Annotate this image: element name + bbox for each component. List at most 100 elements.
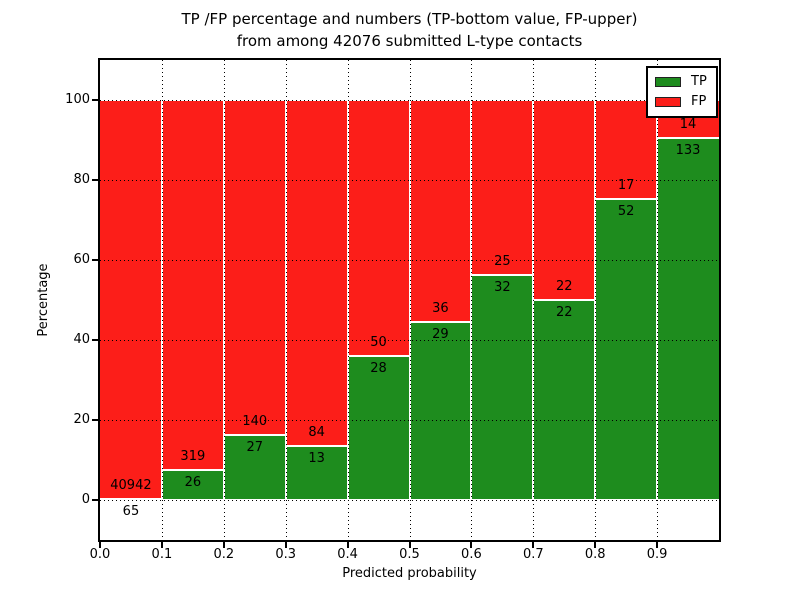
bar-fp-segment xyxy=(471,100,534,276)
bar-segment-divider xyxy=(285,445,348,448)
y-tick-label: 60 xyxy=(73,252,90,267)
x-gridline xyxy=(471,60,472,540)
bar-fp-segment xyxy=(161,100,224,470)
legend-swatch-tp xyxy=(655,77,681,87)
x-tick-mark xyxy=(470,542,473,548)
bar-segment-divider xyxy=(223,434,286,437)
bar-fp-count-label: 319 xyxy=(180,448,206,464)
bar-tp-count-label: 28 xyxy=(370,361,387,377)
y-tick-label: 0 xyxy=(81,492,90,507)
y-gridline xyxy=(100,420,719,421)
bar-tp-segment xyxy=(409,321,472,500)
x-gridline xyxy=(224,60,225,540)
bar-tp-segment xyxy=(533,300,596,500)
y-gridline xyxy=(100,100,719,101)
bar-segment-divider xyxy=(657,137,719,140)
bar-segment-divider xyxy=(533,299,596,301)
x-axis-label: Predicted probability xyxy=(342,566,477,581)
bar-tp-segment xyxy=(223,435,286,500)
bar-tp-count-label: 52 xyxy=(617,203,635,219)
bar-fp-count-label: 84 xyxy=(308,425,325,441)
x-tick-mark xyxy=(284,542,287,548)
x-tick-mark xyxy=(532,542,535,548)
bar-tp-segment xyxy=(595,198,658,500)
x-tick-label: 0.6 xyxy=(461,547,482,562)
bar-fp-segment xyxy=(533,100,596,300)
bar-side-edge xyxy=(222,99,225,501)
x-gridline xyxy=(286,60,287,540)
x-tick-mark xyxy=(160,542,163,548)
bar-side-edge xyxy=(160,99,163,501)
bar-fp-count-label: 22 xyxy=(555,279,573,294)
bar-tp-segment xyxy=(471,275,534,500)
x-gridline xyxy=(410,60,411,540)
bar-fp-count-label: 36 xyxy=(432,300,449,316)
y-tick-mark xyxy=(92,419,98,421)
bar-tp-count-label: 27 xyxy=(246,440,264,456)
bar-fp-count-label: 40942 xyxy=(110,478,152,494)
y-tick-mark xyxy=(92,339,98,341)
legend-label-fp: FP xyxy=(691,94,707,109)
x-tick-label: 0.9 xyxy=(646,547,668,562)
bar-tp-count-label: 26 xyxy=(184,474,202,490)
x-gridline xyxy=(533,60,534,540)
y-axis-label: Percentage xyxy=(36,263,51,337)
legend-entry-fp: FP xyxy=(655,92,707,112)
bar-side-edge xyxy=(346,99,349,501)
bar-side-edge xyxy=(284,99,287,501)
bar-segment-divider xyxy=(161,468,224,471)
bar-segment-divider xyxy=(409,320,472,323)
bar-fp-segment xyxy=(223,100,286,436)
y-gridline xyxy=(100,500,719,501)
plot-area: 40942 65 319 26 140 27 84 13 50 28 36 29 25 32 22 22 17 5… xyxy=(98,58,721,542)
y-gridline xyxy=(100,340,719,341)
bar-segment-divider xyxy=(595,197,658,200)
bar-tp-count-label: 13 xyxy=(308,451,325,467)
x-gridline xyxy=(162,60,163,540)
x-tick-label: 0.7 xyxy=(522,547,544,562)
x-tick-label: 0.5 xyxy=(399,547,420,562)
x-tick-mark xyxy=(346,542,349,548)
bar-fp-count-label: 140 xyxy=(242,414,268,430)
y-tick-mark xyxy=(92,259,98,261)
chart-title-line2: from among 42076 submitted L-type contac… xyxy=(236,32,583,50)
y-tick-label: 40 xyxy=(73,332,90,347)
y-tick-mark xyxy=(92,99,98,101)
x-gridline xyxy=(348,60,349,540)
chart-title: TP /FP percentage and numbers (TP-bottom… xyxy=(100,8,719,52)
legend: TP FP xyxy=(646,66,718,118)
bar-side-edge xyxy=(408,99,411,501)
bar-tp-count-label: 32 xyxy=(494,280,511,296)
bar-fp-count-label: 14 xyxy=(679,117,697,133)
bar-fp-count-label: 50 xyxy=(370,335,387,351)
x-tick-mark xyxy=(408,542,411,548)
bar-fp-segment xyxy=(347,100,410,357)
bar-segment-divider xyxy=(347,355,410,358)
x-tick-label: 0.4 xyxy=(337,547,358,562)
y-tick-mark xyxy=(92,499,98,501)
y-tick-label: 100 xyxy=(65,92,90,107)
bar-fp-segment xyxy=(285,100,348,447)
bar-tp-segment xyxy=(657,138,719,500)
y-tick-mark xyxy=(92,179,98,181)
legend-entry-tp: TP xyxy=(655,72,707,92)
x-gridline xyxy=(657,60,658,540)
chart-title-line1: TP /FP percentage and numbers (TP-bottom… xyxy=(181,10,638,28)
x-tick-mark xyxy=(99,542,101,548)
legend-label-tp: TP xyxy=(691,74,707,89)
bar-fp-segment xyxy=(100,100,162,500)
x-tick-label: 0.1 xyxy=(151,547,173,562)
x-tick-mark xyxy=(594,542,597,548)
bar-fp-count-label: 17 xyxy=(617,177,635,193)
y-gridline xyxy=(100,260,719,261)
bar-fp-count-label: 25 xyxy=(494,254,511,270)
bar-tp-segment xyxy=(161,469,224,500)
x-tick-mark xyxy=(656,542,659,548)
x-tick-label: 0.2 xyxy=(213,547,235,562)
y-tick-label: 80 xyxy=(73,172,90,187)
bar-tp-segment xyxy=(347,356,410,500)
y-gridline xyxy=(100,180,719,181)
x-tick-label: 0.3 xyxy=(275,547,297,562)
bar-tp-segment xyxy=(285,446,348,500)
